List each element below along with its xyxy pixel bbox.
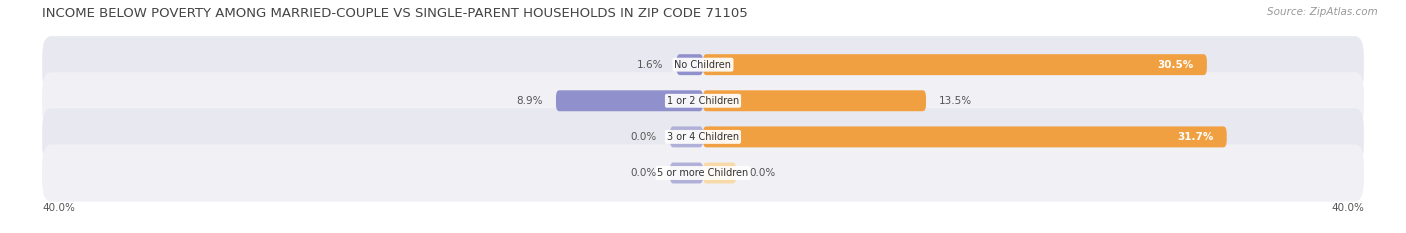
Text: 0.0%: 0.0% [630, 168, 657, 178]
FancyBboxPatch shape [669, 127, 703, 147]
FancyBboxPatch shape [42, 72, 1364, 129]
FancyBboxPatch shape [42, 36, 1364, 93]
Text: 1 or 2 Children: 1 or 2 Children [666, 96, 740, 106]
Text: 40.0%: 40.0% [42, 203, 75, 213]
Text: 0.0%: 0.0% [630, 132, 657, 142]
FancyBboxPatch shape [703, 163, 737, 183]
FancyBboxPatch shape [669, 163, 703, 183]
Text: 5 or more Children: 5 or more Children [658, 168, 748, 178]
Text: 31.7%: 31.7% [1177, 132, 1213, 142]
FancyBboxPatch shape [42, 144, 1364, 202]
Text: 30.5%: 30.5% [1157, 60, 1194, 70]
Text: 40.0%: 40.0% [1331, 203, 1364, 213]
Text: No Children: No Children [675, 60, 731, 70]
FancyBboxPatch shape [676, 54, 703, 75]
Text: 13.5%: 13.5% [939, 96, 973, 106]
Text: Source: ZipAtlas.com: Source: ZipAtlas.com [1267, 7, 1378, 17]
FancyBboxPatch shape [703, 127, 1226, 147]
FancyBboxPatch shape [703, 90, 927, 111]
FancyBboxPatch shape [555, 90, 703, 111]
Text: 3 or 4 Children: 3 or 4 Children [666, 132, 740, 142]
FancyBboxPatch shape [42, 108, 1364, 165]
FancyBboxPatch shape [703, 54, 1206, 75]
Text: 0.0%: 0.0% [749, 168, 776, 178]
Text: INCOME BELOW POVERTY AMONG MARRIED-COUPLE VS SINGLE-PARENT HOUSEHOLDS IN ZIP COD: INCOME BELOW POVERTY AMONG MARRIED-COUPL… [42, 7, 748, 20]
Text: 8.9%: 8.9% [516, 96, 543, 106]
Text: 1.6%: 1.6% [637, 60, 664, 70]
